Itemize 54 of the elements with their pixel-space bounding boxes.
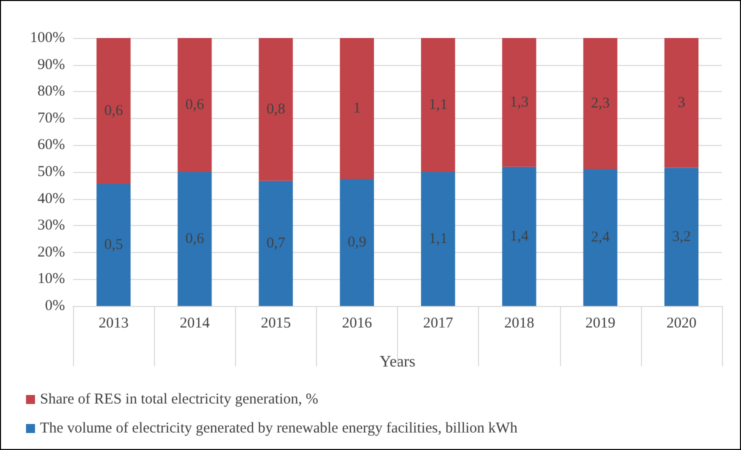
annotation: 0,8 <box>266 101 286 118</box>
x-tick-label: 2018 <box>504 316 534 332</box>
bar <box>258 180 293 306</box>
bar <box>178 38 212 172</box>
annotation: 0,6 <box>185 97 205 113</box>
bar <box>502 166 536 306</box>
annotation: 1,1 <box>428 231 448 247</box>
bar <box>340 178 374 306</box>
y-tick-label: 20% <box>38 244 65 260</box>
x-tick-label: 2016 <box>342 316 372 332</box>
bar <box>502 38 536 167</box>
x-tick-label: 2020 <box>666 316 696 332</box>
annotation: 0,6 <box>185 231 205 247</box>
bar <box>421 38 456 172</box>
x-axis-title: Years <box>380 354 416 370</box>
bar <box>258 38 293 181</box>
annotation: 0,9 <box>348 234 366 250</box>
y-tick-label: 70% <box>38 110 65 126</box>
y-tick-label: 30% <box>38 218 65 234</box>
bar <box>664 168 698 306</box>
x-tick-label: 2017 <box>423 316 454 332</box>
bar <box>583 38 618 170</box>
annotation: 3,2 <box>672 228 691 245</box>
y-tick-label: 40% <box>38 190 65 207</box>
bar <box>583 169 618 306</box>
bar <box>421 172 456 306</box>
y-tick-label: 80% <box>38 84 65 100</box>
y-tick-label: 0% <box>45 298 65 314</box>
bar <box>340 38 374 179</box>
bar <box>178 172 212 306</box>
y-tick-label: 10% <box>38 271 65 288</box>
annotation: 2,4 <box>590 230 610 246</box>
bar <box>664 38 698 168</box>
y-tick-label: 90% <box>38 56 65 73</box>
legend-label: The volume of electricity generated by renewable energy facilities, billion kWh <box>40 420 518 436</box>
x-tick-label: 2019 <box>585 316 616 332</box>
legend-label: Share of RES in total electricity generation, % <box>40 392 318 408</box>
annotation: 0,5 <box>104 237 123 254</box>
y-tick-label: 100% <box>30 30 65 46</box>
annotation: 1,4 <box>510 228 530 244</box>
annotation: 2,3 <box>590 96 610 112</box>
annotation: 1,1 <box>428 97 448 113</box>
y-tick-label: 60% <box>38 137 65 154</box>
annotation: 1 <box>353 100 361 116</box>
annotation: 1,3 <box>510 94 529 110</box>
bar <box>96 38 131 184</box>
bar <box>96 184 131 306</box>
x-tick-label: 2013 <box>98 316 129 332</box>
annotation: 0,7 <box>266 235 286 252</box>
x-tick-label: 2015 <box>260 316 291 332</box>
annotation: 3 <box>678 94 686 111</box>
x-tick-label: 2014 <box>180 316 210 332</box>
annotation: 0,6 <box>104 103 124 120</box>
y-tick-label: 50% <box>38 164 65 180</box>
